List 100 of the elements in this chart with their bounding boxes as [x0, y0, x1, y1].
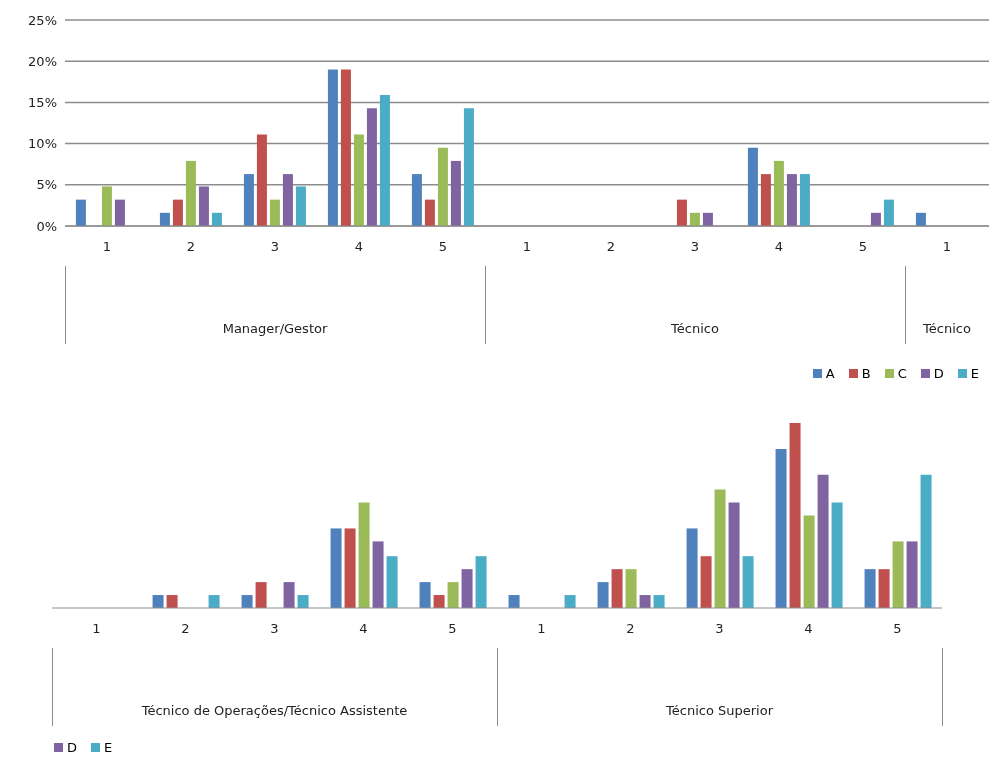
bar: [344, 528, 356, 608]
bar: [906, 541, 918, 608]
bar: [702, 212, 713, 226]
bar: [114, 199, 125, 226]
bar: [185, 160, 196, 226]
bar: [676, 199, 687, 226]
bar: [892, 541, 904, 608]
text: Técnico: [670, 321, 720, 336]
bar: [340, 69, 351, 226]
bar: [461, 569, 473, 608]
y-tick-label: 5%: [36, 177, 57, 193]
bar: [597, 582, 609, 608]
bar: [282, 174, 293, 226]
bar: [295, 186, 306, 226]
bar: [883, 199, 894, 226]
bar: [283, 582, 295, 608]
legend-label: A: [825, 366, 835, 381]
bar: [366, 108, 377, 226]
bar: [166, 595, 178, 608]
x-tick-label: 3: [715, 621, 724, 637]
legend-label: E: [970, 366, 979, 381]
bar: [870, 212, 881, 226]
legend-label: D: [933, 366, 944, 381]
bar: [689, 212, 700, 226]
legend-label: B: [861, 366, 871, 381]
bar: [297, 595, 309, 608]
bar: [159, 212, 170, 226]
bar: [243, 174, 254, 226]
bar: [760, 174, 771, 226]
bar: [211, 212, 222, 226]
y-tick-label: 0%: [36, 218, 57, 234]
x-tick-label: 2: [181, 621, 190, 637]
bar: [152, 595, 164, 608]
bar: [437, 147, 448, 226]
bar: [653, 595, 665, 608]
x-tick-label: 2: [626, 621, 635, 637]
bar: [775, 448, 787, 608]
bar: [424, 199, 435, 226]
x-tick-label: 4: [354, 239, 364, 255]
x-tick-label: 4: [359, 621, 368, 637]
bar: [639, 595, 651, 608]
legend-label: D: [67, 740, 78, 755]
bar: [386, 556, 398, 608]
bar: [864, 569, 876, 608]
x-tick-label: 1: [537, 621, 546, 637]
text: Manager/Gestor: [221, 321, 329, 336]
x-tick-label: 2: [606, 239, 616, 255]
bar: [817, 474, 829, 608]
y-tick-label: 20%: [28, 53, 57, 69]
bar: [353, 134, 364, 226]
bar: [358, 502, 370, 608]
legend-label: C: [897, 366, 907, 381]
y-tick-label: 10%: [28, 136, 57, 152]
bar: [241, 595, 253, 608]
bar: [447, 582, 459, 608]
bar: [564, 595, 576, 608]
bar: [255, 582, 267, 608]
x-tick-label: 5: [858, 239, 868, 255]
bar: [747, 147, 758, 226]
bar: [878, 569, 890, 608]
bar: [75, 199, 86, 226]
x-tick-label: 1: [942, 239, 952, 255]
bar: [172, 199, 183, 226]
text: Técnico: [922, 321, 972, 336]
x-tick-label: 1: [102, 239, 112, 255]
bar: [831, 502, 843, 608]
bar: [920, 474, 932, 608]
bar: [686, 528, 698, 608]
legend-label: E: [104, 740, 113, 755]
x-tick-label: 1: [522, 239, 532, 255]
bar: [419, 582, 431, 608]
bar: [101, 186, 112, 226]
bar: [198, 186, 209, 226]
bar: [728, 502, 740, 608]
bar: [611, 569, 623, 608]
x-tick-label: 1: [92, 621, 101, 637]
bar: [330, 528, 342, 608]
bar: [208, 595, 220, 608]
bar: [789, 423, 801, 608]
bar: [700, 556, 712, 608]
y-tick-label: 25%: [28, 12, 57, 28]
x-tick-label: 3: [270, 621, 279, 637]
bar: [463, 108, 474, 226]
bar: [433, 595, 445, 608]
x-tick-label: 2: [186, 239, 196, 255]
x-tick-label: 3: [270, 239, 280, 255]
bar: [773, 160, 784, 226]
bar: [379, 94, 390, 226]
x-tick-label: 5: [438, 239, 448, 255]
bar: [508, 595, 520, 608]
bar: [269, 199, 280, 226]
bar: [327, 69, 338, 226]
x-tick-label: 5: [893, 621, 902, 637]
bar: [625, 569, 637, 608]
x-tick-label: 5: [448, 621, 457, 637]
bar: [742, 556, 754, 608]
x-tick-label: 4: [804, 621, 813, 637]
bar: [411, 174, 422, 226]
x-tick-label: 3: [690, 239, 700, 255]
bar: [915, 212, 926, 226]
